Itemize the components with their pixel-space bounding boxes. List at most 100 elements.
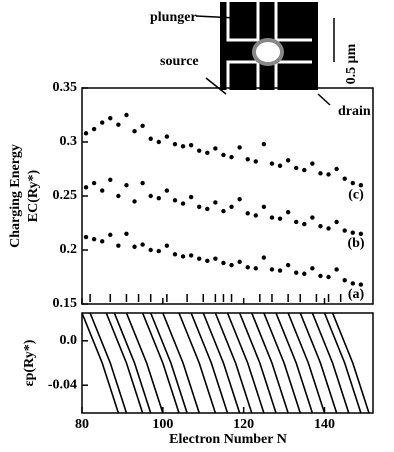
data-point — [237, 145, 241, 149]
data-point — [181, 254, 185, 258]
data-point — [100, 120, 104, 124]
figure: plunger source drain 0.5 μm Charging Ene… — [0, 0, 394, 452]
data-point — [221, 261, 225, 265]
data-point — [165, 188, 169, 192]
data-point — [165, 243, 169, 247]
data-point — [189, 143, 193, 147]
data-point — [343, 228, 347, 232]
data-point — [108, 233, 112, 237]
data-point — [108, 178, 112, 182]
series-label: (a) — [348, 287, 365, 302]
data-point — [173, 252, 177, 256]
data-point — [92, 127, 96, 131]
data-point — [318, 224, 322, 228]
data-point — [84, 235, 88, 239]
data-point — [246, 265, 250, 269]
data-point — [286, 263, 290, 267]
annotation: 0.5 μm — [344, 43, 359, 84]
y-tick-label: 0.2 — [60, 242, 78, 257]
data-point — [237, 260, 241, 264]
data-point — [124, 232, 128, 236]
data-point — [197, 205, 201, 209]
data-point — [359, 282, 363, 286]
data-point — [116, 194, 120, 198]
data-point — [132, 199, 136, 203]
data-point — [181, 144, 185, 148]
data-point — [278, 216, 282, 220]
data-point — [213, 146, 217, 150]
data-point — [254, 266, 258, 270]
data-point — [205, 207, 209, 211]
data-point — [84, 185, 88, 189]
data-point — [351, 231, 355, 235]
data-point — [302, 272, 306, 276]
data-point — [221, 209, 225, 213]
data-point — [270, 161, 274, 165]
data-point — [229, 263, 233, 267]
level-line — [143, 313, 179, 413]
level-line — [106, 313, 142, 413]
x-tick-label: 120 — [233, 417, 254, 432]
data-point — [124, 113, 128, 117]
x-label: Electron Number N — [169, 432, 287, 447]
data-point — [116, 123, 120, 127]
data-point — [278, 268, 282, 272]
data-point — [334, 167, 338, 171]
data-point — [294, 220, 298, 224]
data-point — [278, 164, 282, 168]
y-tick-label: -0.04 — [48, 377, 77, 392]
y-tick-label: 0.0 — [60, 333, 78, 348]
data-point — [334, 267, 338, 271]
data-point — [197, 148, 201, 152]
data-point — [343, 177, 347, 181]
lines — [82, 313, 369, 413]
data-point — [149, 194, 153, 198]
data-point — [286, 158, 290, 162]
data-point — [310, 266, 314, 270]
data-point — [221, 153, 225, 157]
data-point — [205, 259, 209, 263]
data-point — [294, 270, 298, 274]
data-point — [351, 181, 355, 185]
data-point — [100, 188, 104, 192]
data-point — [262, 255, 266, 259]
data-point — [359, 232, 363, 236]
data-point — [270, 215, 274, 219]
data-point — [173, 142, 177, 146]
data-point — [237, 197, 241, 201]
data-point — [173, 198, 177, 202]
data-point — [302, 222, 306, 226]
data-point — [359, 183, 363, 187]
data-point — [302, 168, 306, 172]
data-point — [205, 151, 209, 155]
data-point — [229, 205, 233, 209]
data-point — [165, 134, 169, 138]
inset — [196, 2, 334, 105]
data-point — [100, 239, 104, 243]
data-point — [318, 171, 322, 175]
y-tick-label: 0.15 — [53, 296, 78, 311]
data-point — [294, 166, 298, 170]
data-point — [270, 267, 274, 271]
x-tick-label: 140 — [314, 417, 335, 432]
data-point — [310, 161, 314, 165]
data-point — [124, 183, 128, 187]
y-tick-label: 0.25 — [53, 188, 78, 203]
data-point — [254, 159, 258, 163]
level-line — [163, 313, 199, 413]
data-point — [132, 129, 136, 133]
y-label: EC(Ry*) — [26, 169, 41, 222]
data-point — [84, 131, 88, 135]
data-point — [157, 140, 161, 144]
data-point — [92, 237, 96, 241]
data-point — [149, 248, 153, 252]
data-point — [197, 256, 201, 260]
y-label: Charging Energy — [8, 144, 23, 248]
y-tick-label: 0.3 — [60, 134, 78, 149]
data-point — [140, 242, 144, 246]
data-point — [229, 155, 233, 159]
x-tick-label: 80 — [75, 417, 89, 432]
level-line — [333, 313, 369, 413]
data-point — [189, 195, 193, 199]
annotation: plunger — [150, 10, 197, 25]
